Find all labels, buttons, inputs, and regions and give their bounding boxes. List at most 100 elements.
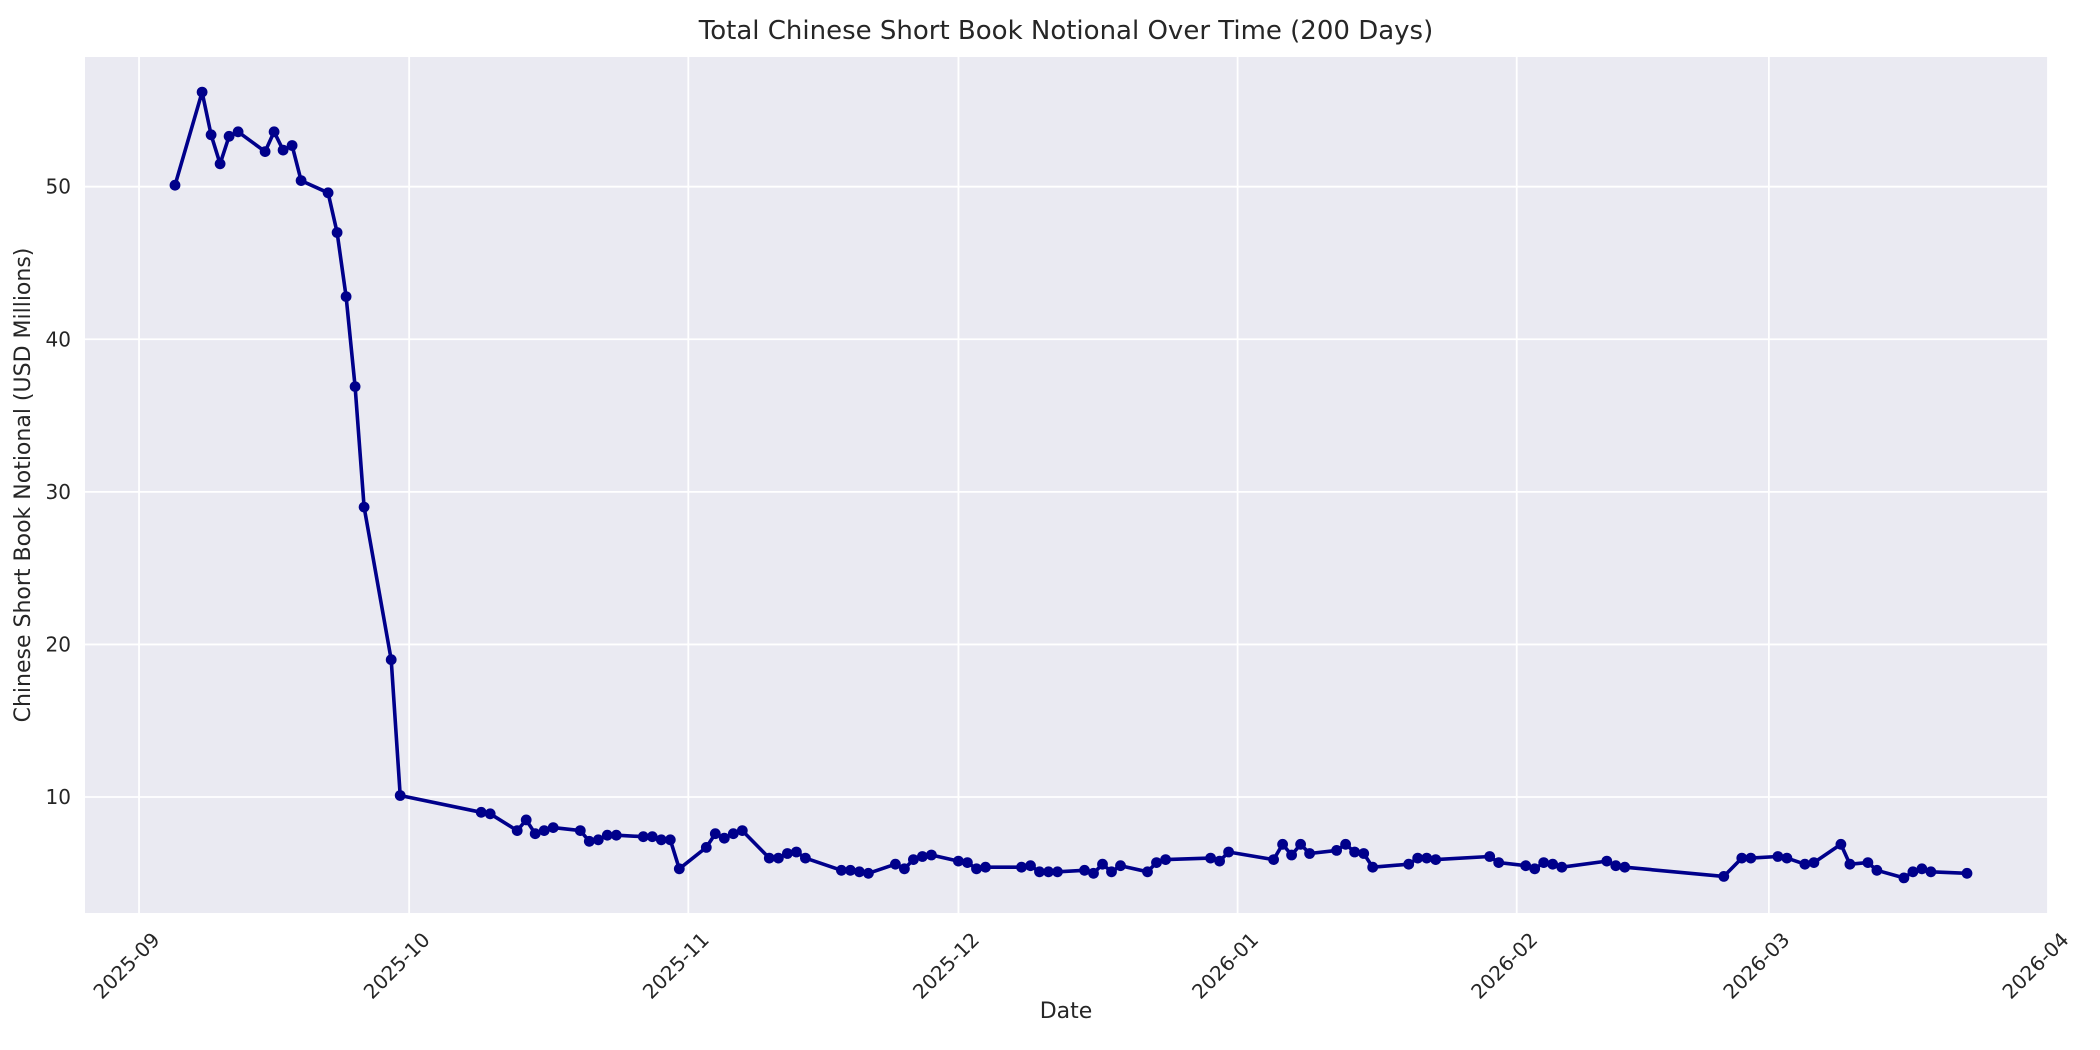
- data-point-marker: [1772, 851, 1784, 862]
- data-point-marker: [971, 863, 982, 875]
- data-point-marker: [394, 790, 406, 801]
- x-tick-label: 2025-12: [908, 928, 984, 1004]
- y-tick-label: 40: [46, 327, 71, 351]
- data-point-marker: [637, 831, 649, 843]
- data-point-marker: [1295, 838, 1306, 850]
- data-point-marker: [1871, 864, 1883, 876]
- data-point-marker: [718, 832, 730, 844]
- data-point-marker: [800, 852, 811, 864]
- data-point-marker: [331, 227, 343, 238]
- data-point-marker: [1556, 861, 1568, 873]
- data-point-marker: [1808, 857, 1820, 868]
- data-point-marker: [655, 834, 667, 846]
- data-point-marker: [899, 863, 910, 875]
- data-point-marker: [1718, 871, 1730, 882]
- data-point-marker: [1142, 866, 1153, 878]
- data-point-marker: [782, 848, 793, 859]
- data-point-marker: [1097, 858, 1108, 870]
- data-point-marker: [520, 814, 532, 826]
- data-point-marker: [1916, 863, 1928, 875]
- data-point-marker: [547, 822, 559, 833]
- x-tick-label: 2025-10: [359, 928, 435, 1004]
- data-point-marker: [205, 129, 217, 141]
- data-point-marker: [1601, 855, 1613, 867]
- y-tick-label: 50: [46, 175, 71, 199]
- data-point-marker: [1412, 852, 1424, 864]
- x-tick-label: 2026-03: [1718, 928, 1794, 1004]
- data-point-marker: [1268, 854, 1279, 865]
- data-point-marker: [358, 501, 370, 513]
- data-point-marker: [1907, 866, 1919, 878]
- data-point-marker: [980, 861, 991, 873]
- data-point-marker: [1520, 860, 1532, 872]
- data-point-marker: [1349, 846, 1360, 858]
- data-point-marker: [890, 858, 901, 870]
- x-axis-label: Date: [1040, 999, 1093, 1024]
- y-axis-label: Chinese Short Book Notional (USD Million…: [11, 248, 36, 723]
- data-point-marker: [1340, 838, 1351, 850]
- data-point-marker: [259, 146, 271, 158]
- data-point-marker: [1736, 852, 1748, 864]
- data-point-marker: [1610, 860, 1622, 872]
- gridlines: [85, 57, 2049, 913]
- y-axis-ticks: 10 20 30 40 50: [46, 175, 71, 809]
- data-point-marker: [791, 846, 802, 858]
- data-point-marker: [700, 842, 712, 853]
- y-tick-label: 30: [46, 480, 71, 504]
- data-point-marker: [277, 144, 289, 156]
- data-point-marker: [1745, 852, 1757, 864]
- x-tick-label: 2025-09: [88, 928, 164, 1004]
- data-point-marker: [322, 187, 334, 199]
- data-point-marker: [1403, 858, 1415, 870]
- data-point-marker: [736, 825, 748, 836]
- data-point-marker: [1898, 872, 1910, 884]
- data-point-marker: [1205, 852, 1216, 864]
- data-point-marker: [196, 86, 208, 98]
- data-point-marker: [385, 654, 397, 666]
- data-point-marker: [286, 140, 298, 151]
- data-point-marker: [1358, 848, 1370, 859]
- x-axis-ticks: 2025-09 2025-10 2025-11 2025-12 2026-01 2026-…: [88, 928, 2073, 1004]
- data-point-marker: [475, 806, 487, 818]
- data-point-marker: [1079, 864, 1090, 876]
- y-tick-label: 10: [46, 785, 71, 809]
- data-point-marker: [1223, 846, 1234, 858]
- x-tick-label: 2026-02: [1466, 928, 1542, 1004]
- data-point-marker: [538, 825, 550, 836]
- data-point-marker: [349, 381, 361, 392]
- data-point-marker: [529, 828, 541, 840]
- plot-area: [85, 57, 2048, 913]
- data-point-marker: [592, 834, 604, 846]
- data-point-marker: [917, 851, 928, 862]
- data-point-marker: [1043, 866, 1054, 878]
- data-point-marker: [727, 828, 739, 840]
- data-point-marker: [601, 829, 613, 841]
- data-point-marker: [1277, 838, 1288, 850]
- data-point-marker: [1430, 854, 1442, 865]
- data-point-marker: [1619, 861, 1631, 873]
- data-point-marker: [1367, 861, 1379, 873]
- data-point-marker: [1025, 860, 1036, 872]
- data-point-marker: [962, 857, 973, 868]
- line-series: [169, 86, 1973, 884]
- data-point-marker: [1961, 867, 1973, 879]
- data-point-marker: [709, 828, 721, 840]
- data-point-marker: [953, 855, 964, 867]
- data-point-marker: [511, 825, 523, 836]
- x-tick-label: 2026-04: [1997, 928, 2073, 1004]
- data-point-marker: [926, 849, 937, 861]
- data-point-marker: [1835, 838, 1847, 850]
- data-point-marker: [845, 864, 856, 876]
- data-point-marker: [1484, 851, 1496, 862]
- data-point-marker: [583, 835, 595, 847]
- data-point-marker: [664, 834, 676, 846]
- x-tick-label: 2025-11: [638, 928, 714, 1004]
- data-point-marker: [232, 126, 244, 138]
- data-point-marker: [1547, 858, 1559, 870]
- data-point-marker: [1925, 866, 1937, 878]
- data-point-marker: [863, 867, 874, 879]
- data-point-marker: [1214, 855, 1225, 867]
- data-point-marker: [1331, 845, 1342, 856]
- data-point-marker: [1529, 863, 1541, 875]
